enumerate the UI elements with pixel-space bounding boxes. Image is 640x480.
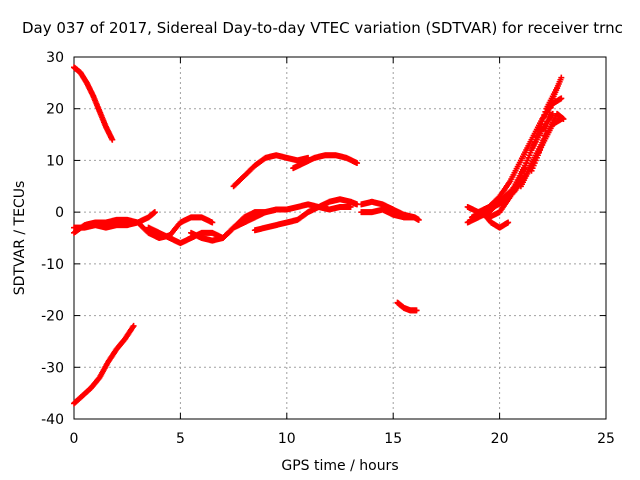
data-point (109, 136, 116, 143)
series-arc11 (262, 201, 354, 216)
data-point (558, 116, 565, 123)
data-point (505, 219, 512, 226)
data-point (558, 95, 565, 102)
y-tick-label: -30 (41, 360, 64, 376)
x-tick-label: 10 (278, 431, 296, 447)
y-tick-label: 10 (46, 153, 64, 169)
series-arc22 (528, 74, 565, 174)
data-point (130, 322, 137, 329)
data-point (411, 214, 418, 221)
data-point (354, 160, 361, 167)
y-tick-label: 0 (55, 205, 64, 221)
data-point (542, 127, 549, 134)
data-point (541, 132, 548, 139)
data-point (540, 137, 547, 144)
x-tick-label: 0 (70, 431, 79, 447)
series-arc14 (394, 299, 420, 314)
series-arc5 (134, 214, 216, 241)
y-tick-label: 30 (46, 50, 64, 66)
data-point (544, 118, 551, 125)
data-point (543, 123, 550, 130)
chart-title: Day 037 of 2017, Sidereal Day-to-day VTE… (22, 19, 623, 37)
series-arc8 (230, 152, 312, 190)
data-point (547, 104, 554, 111)
series-arc18 (479, 209, 512, 231)
data-point (347, 203, 354, 210)
data-point (151, 209, 158, 216)
y-tick-label: 20 (46, 102, 64, 118)
y-tick-label: -20 (41, 309, 64, 325)
series-arc13 (358, 206, 418, 221)
x-tick-label: 20 (491, 431, 509, 447)
plot-frame (73, 56, 607, 420)
x-tick-label: 15 (384, 431, 402, 447)
x-tick-label: 5 (176, 431, 185, 447)
series-arc10 (251, 196, 361, 234)
data-point (539, 141, 546, 148)
series-arc1 (71, 64, 116, 143)
data-series (71, 64, 567, 407)
series-arc4 (71, 219, 141, 231)
data-point (415, 216, 422, 223)
data-point (548, 100, 555, 107)
data-point (413, 307, 420, 314)
x-axis-label: GPS time / hours (281, 458, 399, 474)
series-arc17 (475, 95, 565, 216)
data-point (545, 113, 552, 120)
y-tick-label: -40 (41, 412, 64, 428)
x-tick-label: 25 (597, 431, 615, 447)
data-point (558, 74, 565, 81)
grid-lines (74, 57, 606, 419)
data-point (209, 219, 216, 226)
data-point (546, 109, 553, 116)
y-axis-label: SDTVAR / TECUs (12, 180, 28, 296)
series-arc2 (71, 322, 137, 407)
data-point (533, 133, 540, 140)
y-tick-label: -10 (41, 257, 64, 273)
series-arc9 (290, 152, 361, 172)
series-arc16 (468, 85, 561, 221)
axis-ticks: 0 5 10 15 20 25 -40 -30 -20 -10 0 10 20 30 (41, 50, 615, 447)
